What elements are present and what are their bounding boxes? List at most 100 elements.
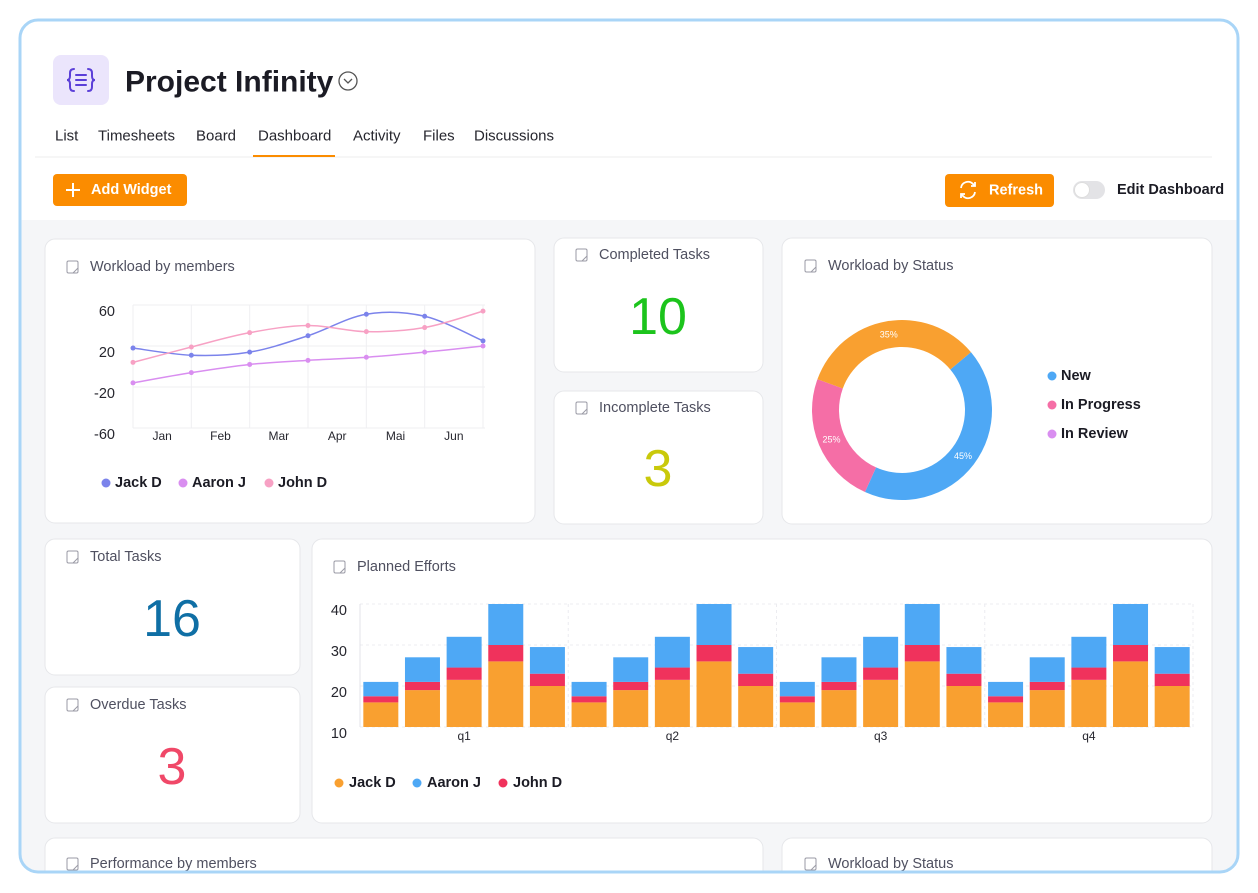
refresh-label: Refresh [989, 183, 1043, 199]
slice-label: 45% [954, 451, 972, 461]
legend-label: New [1061, 368, 1092, 384]
bar-segment [571, 681, 607, 697]
data-point [422, 325, 428, 331]
legend-dot [178, 478, 188, 488]
widget-title: Workload by members [90, 259, 235, 275]
legend-dot [498, 778, 508, 788]
legend-label: John D [513, 775, 562, 791]
data-point [247, 349, 253, 355]
x-tick-label: Feb [210, 429, 231, 443]
bar-segment [779, 681, 815, 697]
nav-tab[interactable]: List [55, 128, 79, 145]
bar-segment [654, 636, 690, 668]
data-point [305, 333, 311, 339]
bar-segment [1154, 673, 1190, 686]
widget-icon [66, 698, 79, 712]
bar-segment [1113, 604, 1149, 645]
bar-segment [529, 686, 565, 727]
data-point [305, 323, 311, 328]
widget-title: Performance by members [90, 856, 257, 872]
bar-segment [654, 679, 690, 727]
bar-segment [1113, 661, 1149, 727]
bar-segment [988, 696, 1024, 703]
legend-dot [1047, 371, 1057, 381]
widget-card [44, 686, 301, 824]
bar-segment [696, 661, 732, 727]
x-tick-label: Jun [444, 429, 463, 443]
data-point [188, 370, 194, 376]
nav-tab[interactable]: Discussions [474, 128, 554, 145]
bar-segment [1113, 645, 1149, 662]
widget-card [44, 238, 536, 524]
bar-segment [571, 702, 607, 727]
widget-title: Completed Tasks [599, 247, 710, 263]
bar-segment [613, 681, 649, 691]
bar-segment [1071, 667, 1107, 680]
plus-icon [66, 183, 80, 197]
data-point [305, 357, 311, 363]
x-tick-label: q4 [1082, 729, 1096, 743]
nav-tab[interactable]: Dashboard [258, 128, 331, 145]
bar-segment [1029, 657, 1065, 682]
widget-icon [575, 248, 588, 262]
nav-tab[interactable]: Board [196, 128, 236, 145]
bar-segment [904, 604, 940, 645]
bar-segment [904, 661, 940, 727]
add-widget-button[interactable] [53, 174, 187, 206]
data-point [130, 345, 136, 351]
bar-segment [529, 647, 565, 674]
bar-segment [488, 645, 524, 662]
layer: Completed Tasks 10 Incomplete Tasks 3 Total … [44, 237, 1213, 872]
nav-tab[interactable]: Activity [353, 128, 401, 145]
widget-card [553, 390, 764, 525]
data-point [130, 359, 136, 365]
bar-segment [529, 673, 565, 686]
widget-card [44, 538, 301, 676]
bar-segment [1071, 679, 1107, 727]
donut-slice [817, 320, 971, 389]
bar-segment [404, 681, 440, 691]
title-dropdown[interactable] [338, 71, 358, 91]
bar-segment [863, 636, 899, 668]
x-tick-label: Jan [152, 429, 171, 443]
nav-tab[interactable]: Timesheets [98, 128, 175, 145]
widget-icon [66, 550, 79, 564]
legend-label: Aaron J [427, 775, 481, 791]
bar-segment [779, 696, 815, 703]
legend-label: Jack D [349, 775, 396, 791]
toggle-knob [1074, 182, 1090, 198]
nav-tab[interactable]: Files [423, 128, 455, 145]
widget-card [553, 237, 764, 373]
x-tick-label: q3 [874, 729, 888, 743]
bar-segment [654, 667, 690, 680]
widget-title: Planned Efforts [357, 559, 456, 575]
bar-segment [488, 604, 524, 645]
bar-segment [988, 702, 1024, 727]
stat-value: 3 [158, 738, 187, 796]
donut-slice [812, 379, 877, 493]
widget-title: Incomplete Tasks [599, 400, 711, 416]
bar-segment [1029, 681, 1065, 691]
data-point [480, 308, 486, 314]
bar-segment [738, 647, 774, 674]
frame-border [18, 18, 1240, 874]
y-tick-label: 20 [331, 685, 347, 701]
bar-segment [988, 681, 1024, 697]
bar-segment [571, 696, 607, 703]
slice-label: 35% [880, 330, 898, 340]
y-tick-label: -60 [94, 427, 115, 443]
bar-segment [863, 679, 899, 727]
widget-icon-fold [810, 864, 817, 871]
data-point [363, 311, 369, 317]
bar-segment [404, 690, 440, 727]
bar-segment [363, 696, 399, 703]
bar-segment [821, 690, 857, 727]
bar-segment [613, 690, 649, 727]
bar-segment [446, 667, 482, 680]
widget-card [781, 837, 1213, 871]
widget-title: Total Tasks [90, 549, 161, 565]
legend-dot [101, 478, 111, 488]
widget-icon-fold [72, 557, 79, 564]
